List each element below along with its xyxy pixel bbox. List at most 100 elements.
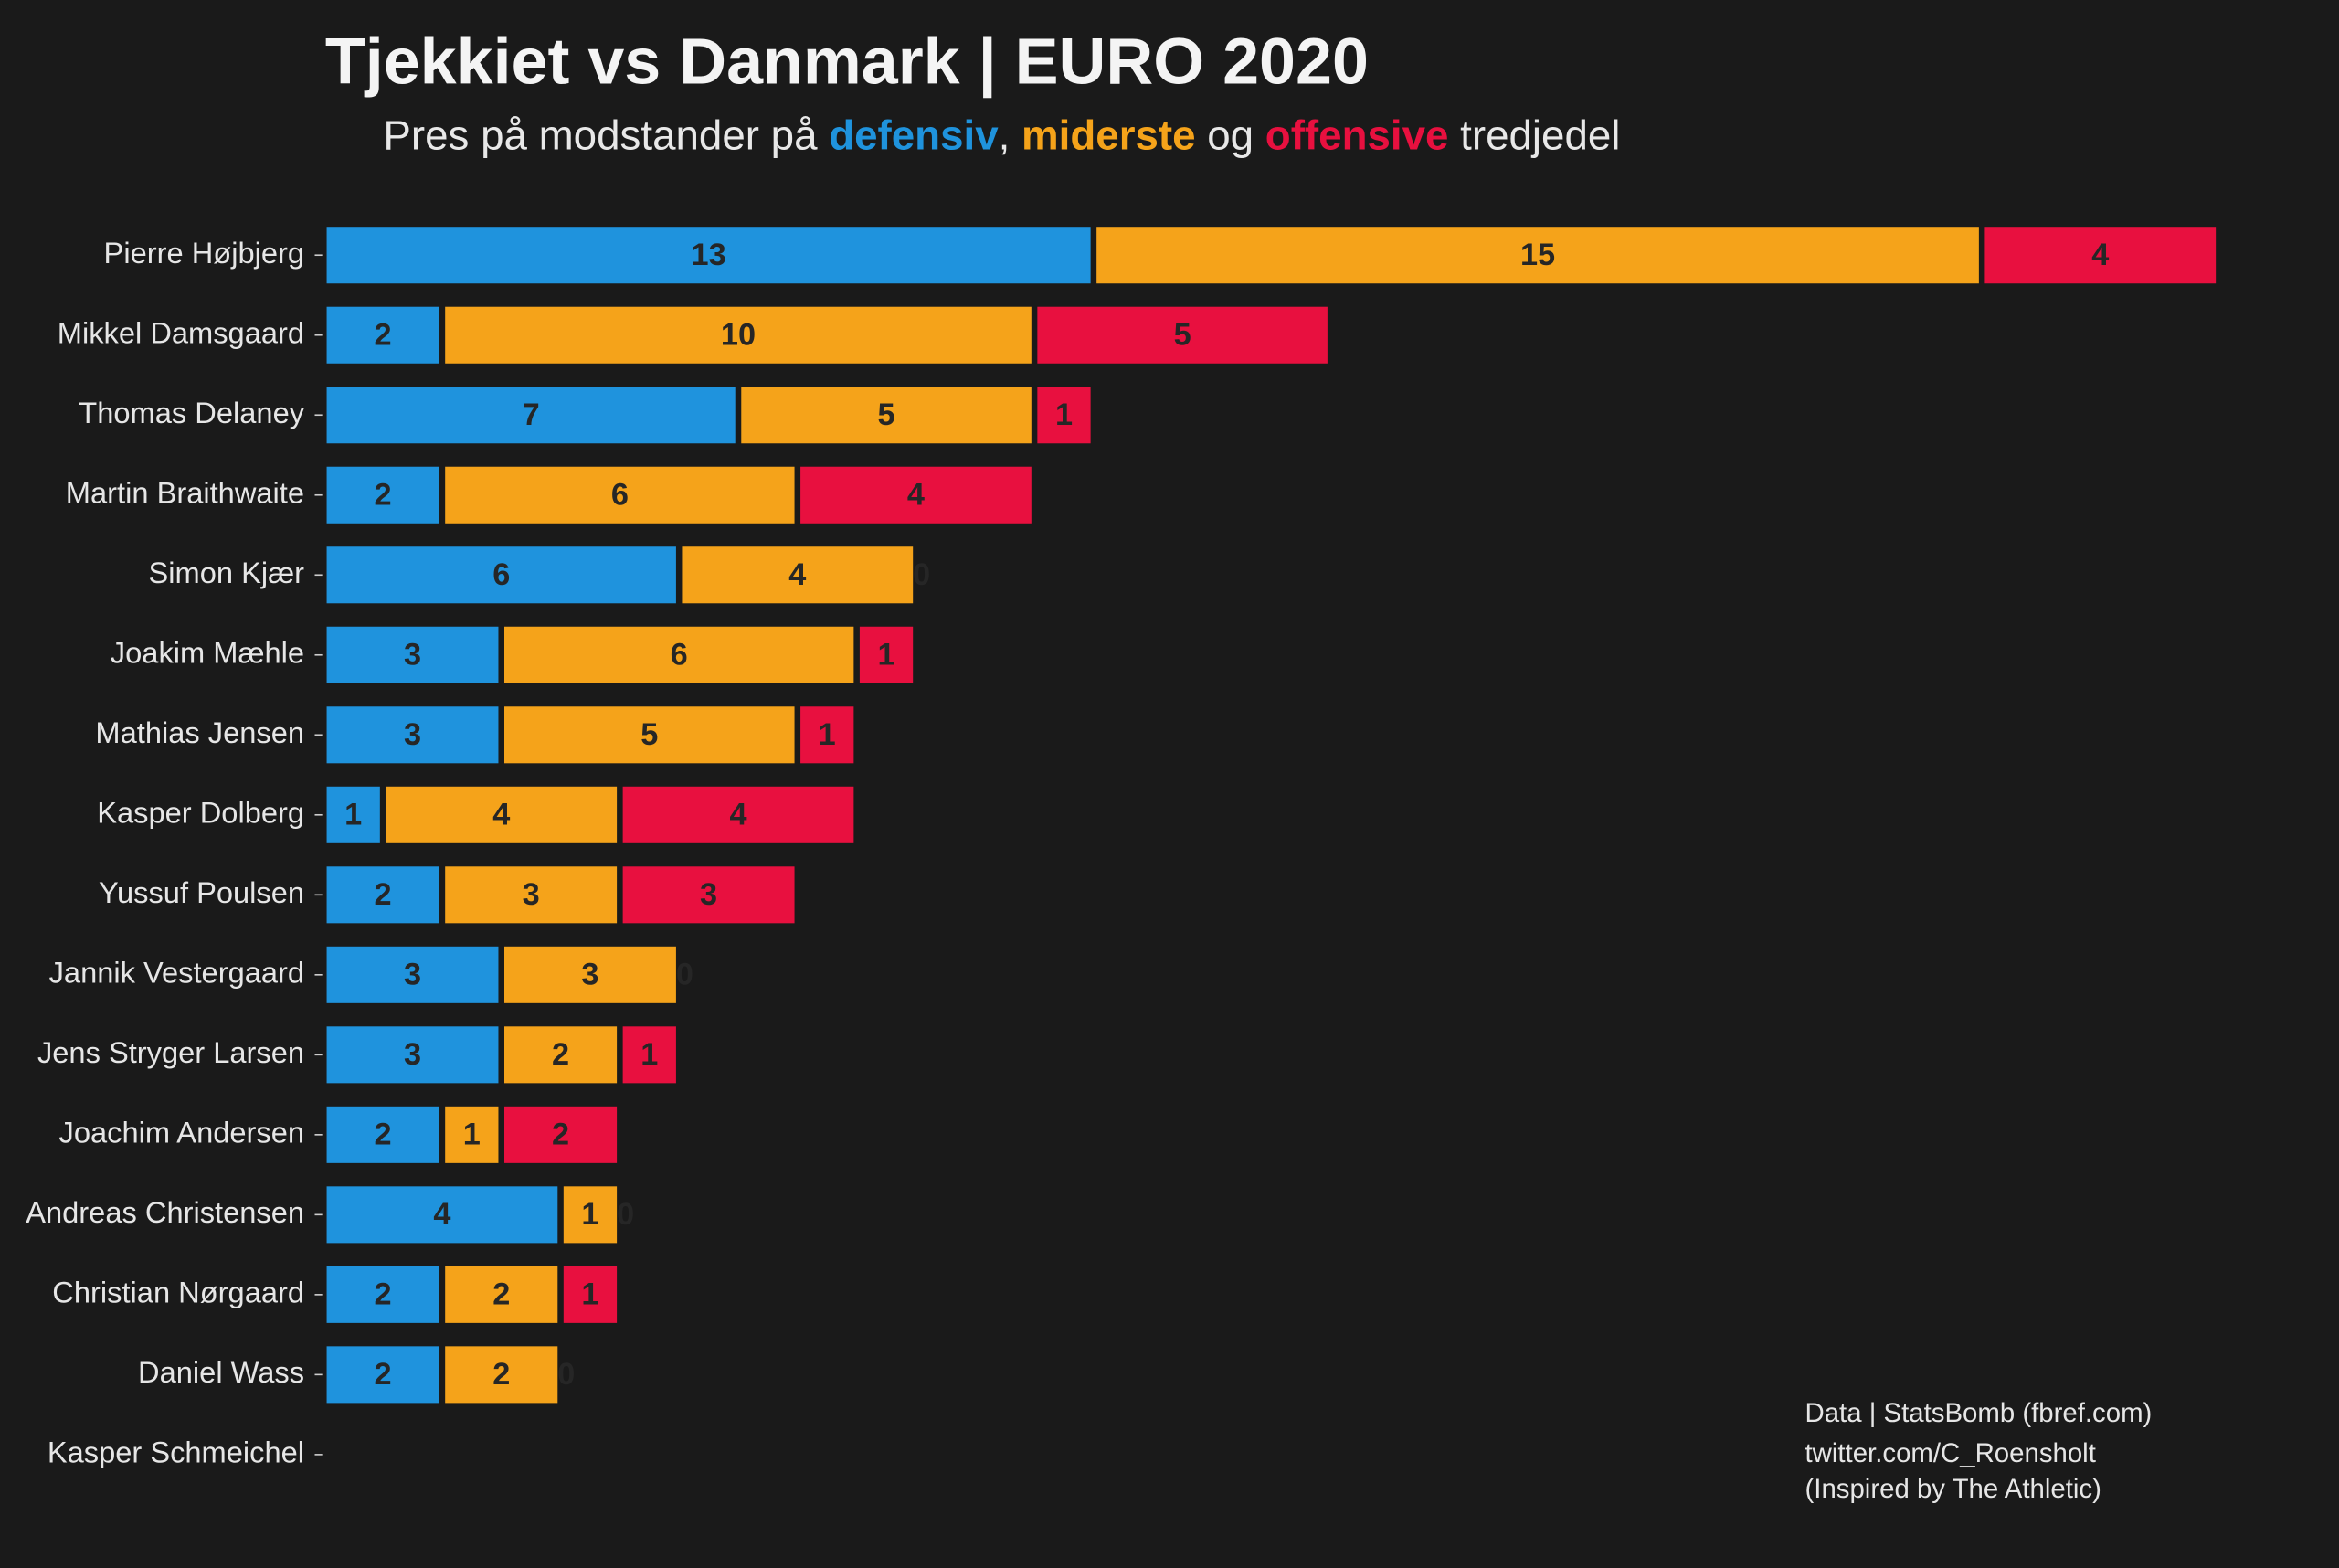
subtitle-text: Pres på modstander på [383,111,829,158]
data-label: 3 [700,877,717,912]
y-tick-label: Martin Braithwaite [66,475,304,509]
data-label: 1 [1055,397,1073,432]
data-label: 2 [375,477,392,512]
bar-segment [1984,227,2217,284]
data-label: 3 [581,958,598,992]
bar-segment [682,546,914,604]
legend-entry: offensive [1265,111,1449,158]
data-label: 1 [463,1118,481,1152]
data-label: 10 [721,317,756,352]
data-label: 13 [692,238,726,272]
y-tick-label: Christian Nørgaard [52,1275,304,1308]
data-label: 5 [640,717,658,752]
bar-segment [326,1106,439,1163]
subtitle-text: og [1196,111,1265,158]
bar-segment [326,387,736,444]
bar-segment [445,1346,558,1404]
bar-segment [445,1106,499,1163]
y-tick-label: Daniel Wass [138,1355,304,1389]
data-label: 0 [676,958,693,992]
bar-segment [504,1106,618,1163]
data-label: 1 [640,1037,658,1072]
data-label: 1 [819,717,836,752]
bar-segment [386,786,618,843]
data-label: 7 [523,397,540,432]
data-label: 2 [552,1037,569,1072]
bar-segment [326,866,439,924]
subtitle-text: , [999,111,1021,158]
bar-segment [326,546,676,604]
data-label: 3 [523,877,540,912]
data-label: 5 [878,397,895,432]
y-tick-label: Kasper Schmeichel [48,1436,304,1469]
bar-segment [1096,227,1979,284]
data-label: 1 [344,797,362,832]
y-tick-label: Thomas Delaney [79,396,304,429]
y-tick-label: Joachim Andersen [59,1115,305,1149]
y-tick-label: Jannik Vestergaard [49,955,304,989]
y-tick-label: Mikkel Damsgaard [58,315,304,349]
y-tick-label: Kasper Dolberg [97,795,304,829]
data-label: 6 [492,557,510,592]
y-tick-label: Pierre Højbjerg [104,236,304,270]
data-label: 1 [878,637,895,672]
data-label: 0 [617,1197,634,1232]
y-tick-label: Joakim Mæhle [111,635,304,669]
legend-entry: miderste [1021,111,1196,158]
chart-title: Tjekkiet vs Danmark | EURO 2020 [325,25,1369,98]
y-tick-label: Simon Kjær [149,556,305,589]
bar-segment [326,626,499,683]
data-label: 4 [433,1197,450,1232]
bar-segment [326,1026,499,1084]
bar-segment [326,1266,439,1323]
data-label: 4 [2091,238,2109,272]
bar-segment [445,466,795,524]
data-label: 4 [788,557,806,592]
y-tick-label: Yussuf Poulsen [99,875,304,909]
data-label: 2 [552,1118,569,1152]
data-label: 3 [404,958,421,992]
bar-segment [326,946,499,1003]
bar-segment [326,706,499,764]
data-label: 15 [1520,238,1555,272]
data-label: 3 [404,637,421,672]
data-label: 2 [375,877,392,912]
bar-segment [326,227,1091,284]
data-label: 2 [375,1357,392,1392]
caption: Data | StatsBomb (fbref.com) [1805,1398,2153,1428]
bar-segment [504,626,854,683]
bar-segment [504,946,676,1003]
bar-segment [326,1186,558,1244]
legend-entry: defensiv [829,111,999,158]
bar-segment [622,786,854,843]
data-label: 0 [913,557,930,592]
data-label: 1 [581,1277,598,1312]
bar-segment [445,306,1032,364]
data-label: 2 [492,1357,510,1392]
subtitle-text: tredjedel [1448,111,1620,158]
data-label: 2 [375,1277,392,1312]
bar-segment [800,466,1032,524]
bar-segment [326,1346,439,1404]
bar-segment [563,1266,618,1323]
data-label: 4 [907,477,925,512]
y-tick-label: Andreas Christensen [26,1195,304,1229]
bar-segment [622,1026,676,1084]
data-label: 3 [404,717,421,752]
bar-segment [326,306,439,364]
bar-segment [1037,387,1091,444]
bar-segment [445,866,618,924]
bar-segment [504,1026,618,1084]
chart-subtitle: Pres på modstander på defensiv, miderste… [325,111,1656,158]
bar-segment [504,706,795,764]
y-tick-label: Mathias Jensen [95,715,304,749]
data-label: 2 [375,317,392,352]
data-label: 4 [729,797,746,832]
data-label: 3 [404,1037,421,1072]
data-label: 6 [611,477,629,512]
bar-segment [741,387,1032,444]
data-label: 2 [492,1277,510,1312]
bar-segment [445,1266,558,1323]
